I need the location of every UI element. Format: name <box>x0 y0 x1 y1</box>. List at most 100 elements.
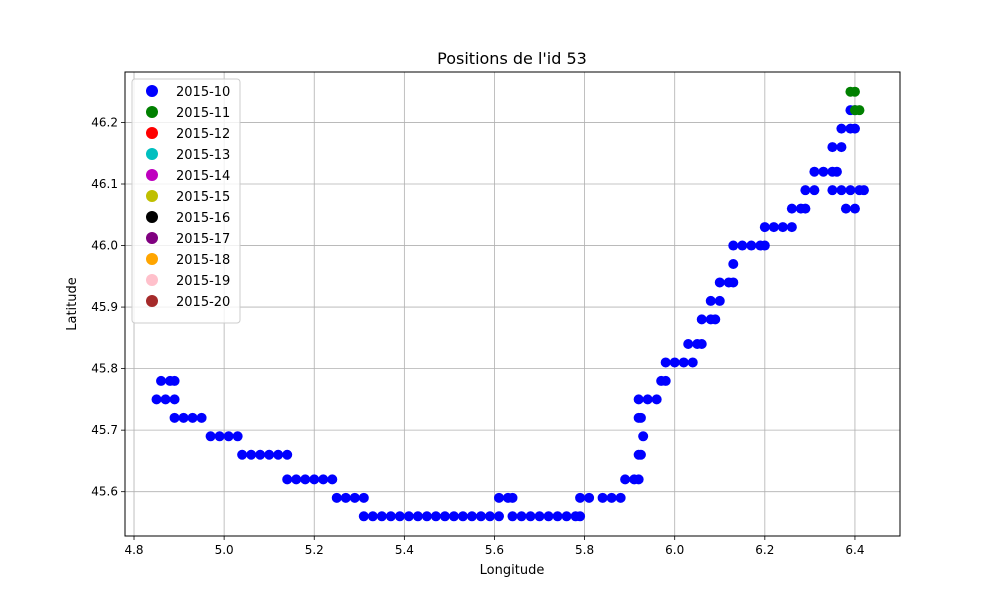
data-point-2015-10 <box>786 203 797 214</box>
grid-lines <box>125 72 900 536</box>
x-tick-label: 4.8 <box>124 543 143 557</box>
data-point-2015-10 <box>840 203 851 214</box>
data-point-2015-10 <box>318 474 329 485</box>
data-point-2015-10 <box>237 449 248 460</box>
data-point-2015-10 <box>705 295 716 306</box>
data-point-2015-10 <box>858 185 869 196</box>
y-tick-label: 46.2 <box>91 115 118 129</box>
data-point-2015-10 <box>493 492 504 503</box>
data-point-2015-10 <box>845 185 856 196</box>
data-point-2015-10 <box>457 511 468 522</box>
legend-marker <box>146 85 158 97</box>
legend-marker <box>146 106 158 118</box>
x-tick-label: 5.6 <box>485 543 504 557</box>
data-point-2015-10 <box>493 511 504 522</box>
legend-label: 2015-11 <box>176 106 230 121</box>
legend-marker <box>146 169 158 181</box>
data-point-2015-10 <box>827 142 838 153</box>
legend: 2015-10 2015-11 2015-12 2015-13 2015-14 2015-… <box>131 78 241 324</box>
data-point-2015-10 <box>309 474 320 485</box>
data-point-2015-10 <box>367 511 378 522</box>
data-point-2015-10 <box>430 511 441 522</box>
data-point-2015-10 <box>714 277 725 288</box>
data-point-2015-10 <box>728 277 739 288</box>
data-point-2015-10 <box>151 394 162 405</box>
data-point-2015-10 <box>728 240 739 251</box>
x-tick-label: 6.2 <box>755 543 774 557</box>
data-point-2015-10 <box>849 203 860 214</box>
data-point-2015-10 <box>331 492 342 503</box>
data-point-2015-10 <box>273 449 284 460</box>
data-point-2015-10 <box>156 375 167 386</box>
data-point-2015-10 <box>633 394 644 405</box>
x-axis-label: Longitude <box>480 563 545 578</box>
data-point-2015-10 <box>543 511 554 522</box>
y-axis-label: Latitude <box>65 277 80 331</box>
data-point-2015-10 <box>561 511 572 522</box>
legend-box <box>131 78 241 324</box>
legend-label: 2015-18 <box>176 253 230 268</box>
data-point-2015-10 <box>507 511 518 522</box>
data-point-2015-10 <box>205 431 216 442</box>
y-tick-label: 46.1 <box>91 177 118 191</box>
legend-marker <box>146 232 158 244</box>
legend-marker <box>146 127 158 139</box>
data-point-2015-10 <box>507 492 518 503</box>
data-point-2015-10 <box>809 185 820 196</box>
data-point-2015-10 <box>678 357 689 368</box>
data-point-2015-10 <box>710 314 721 325</box>
data-point-2015-11 <box>854 105 865 116</box>
data-point-2015-10 <box>196 412 207 423</box>
data-point-2015-10 <box>385 511 396 522</box>
data-point-2015-10 <box>714 295 725 306</box>
legend-marker <box>146 274 158 286</box>
legend-marker <box>146 295 158 307</box>
data-point-2015-10 <box>620 474 631 485</box>
data-point-2015-10 <box>178 412 189 423</box>
data-point-2015-10 <box>660 357 671 368</box>
x-tick-label: 5.8 <box>575 543 594 557</box>
data-point-2015-10 <box>300 474 311 485</box>
data-point-2015-10 <box>836 142 847 153</box>
data-point-2015-10 <box>800 185 811 196</box>
legend-label: 2015-20 <box>176 295 230 310</box>
y-tick-label: 46.0 <box>91 239 118 253</box>
data-point-2015-10 <box>849 123 860 134</box>
data-point-2015-10 <box>800 203 811 214</box>
data-point-2015-10 <box>327 474 338 485</box>
data-point-2015-10 <box>376 511 387 522</box>
data-point-2015-10 <box>836 123 847 134</box>
data-point-2015-10 <box>818 166 829 177</box>
data-point-2015-10 <box>759 240 770 251</box>
data-point-2015-10 <box>358 511 369 522</box>
data-point-2015-10 <box>728 259 739 269</box>
data-point-2015-10 <box>575 492 586 503</box>
legend-marker <box>146 190 158 202</box>
data-point-2015-10 <box>264 449 275 460</box>
data-point-2015-10 <box>633 474 644 485</box>
data-point-2015-10 <box>214 431 225 442</box>
y-axis-ticks: 45.6 45.7 45.8 45.9 46.0 46.1 46.2 <box>91 115 125 499</box>
data-point-2015-10 <box>786 222 797 233</box>
data-point-2015-10 <box>737 240 748 251</box>
chart-title: Positions de l'id 53 <box>437 49 587 68</box>
legend-label: 2015-10 <box>176 85 230 100</box>
data-point-2015-10 <box>635 449 646 460</box>
data-point-2015-10 <box>340 492 351 503</box>
legend-marker <box>146 148 158 160</box>
x-tick-label: 5.2 <box>305 543 324 557</box>
data-point-2015-10 <box>584 492 595 503</box>
data-point-2015-10 <box>635 412 646 423</box>
y-tick-label: 45.8 <box>91 362 118 376</box>
legend-label: 2015-12 <box>176 127 230 142</box>
y-tick-label: 45.6 <box>91 485 118 499</box>
data-point-2015-10 <box>638 431 649 442</box>
data-point-2015-10 <box>759 222 770 233</box>
data-point-2015-10 <box>660 375 671 386</box>
data-point-2015-10 <box>827 185 838 196</box>
data-point-2015-10 <box>777 222 788 233</box>
data-point-2015-10 <box>484 511 495 522</box>
data-point-2015-10 <box>394 511 405 522</box>
